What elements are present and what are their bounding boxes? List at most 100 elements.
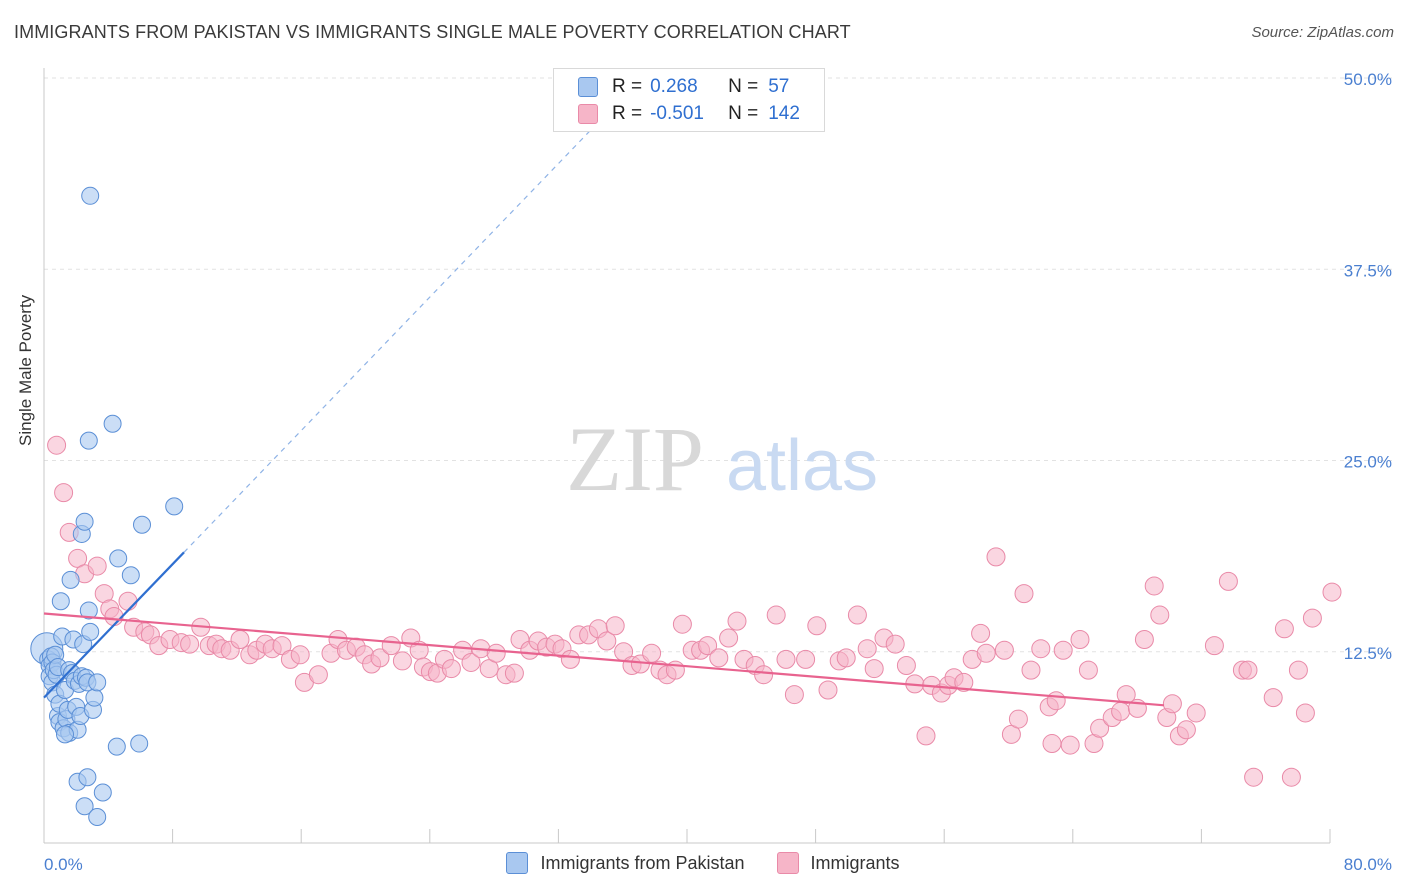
data-point-immigrants [1090, 718, 1110, 738]
legend-swatch-pakistan [506, 852, 529, 874]
data-point-immigrants [766, 605, 786, 625]
data-point-immigrants [1078, 660, 1098, 680]
data-point-immigrants [1295, 703, 1315, 723]
data-point-pakistan [75, 512, 94, 531]
data-point-immigrants [504, 663, 524, 683]
legend-r-label: R = [612, 76, 643, 97]
series-legend: Immigrants from Pakistan Immigrants [0, 852, 1406, 874]
data-point-immigrants [796, 649, 816, 669]
legend-swatch-immigrants [578, 104, 598, 124]
data-point-immigrants [1204, 636, 1224, 656]
data-point-immigrants [971, 623, 991, 643]
data-point-immigrants [1060, 735, 1080, 755]
data-point-immigrants [1111, 701, 1131, 721]
data-point-immigrants [1274, 619, 1294, 639]
data-point-pakistan [88, 807, 107, 826]
data-point-immigrants [230, 630, 250, 650]
data-point-immigrants [1053, 640, 1073, 660]
pakistan-points [30, 186, 184, 826]
trend-line-pakistan-extended [183, 115, 605, 553]
data-point-immigrants [784, 685, 804, 705]
data-point-pakistan [121, 566, 140, 585]
legend-label-immigrants: Immigrants [810, 852, 900, 873]
data-point-immigrants [916, 726, 936, 746]
data-point-immigrants [441, 659, 461, 679]
data-point-immigrants [986, 547, 1006, 567]
data-point-pakistan [88, 673, 107, 692]
data-point-immigrants [776, 649, 796, 669]
x-tick-label: 0.0% [44, 855, 83, 874]
legend-swatch-immigrants [776, 852, 799, 874]
tick-labels: 12.5% 25.0% 37.5% 50.0% 0.0% 80.0% [44, 70, 1392, 874]
data-point-immigrants [272, 636, 292, 656]
data-point-pakistan [133, 515, 151, 534]
watermark-atlas: atlas [726, 426, 878, 506]
trend-lines [43, 115, 1165, 707]
source-label: Source: ZipAtlas.com [1251, 24, 1394, 41]
legend-item-immigrants[interactable]: Immigrants [776, 852, 900, 874]
data-point-pakistan [85, 688, 104, 707]
data-point-pakistan [81, 622, 100, 641]
data-point-pakistan [93, 783, 112, 802]
data-point-immigrants [719, 628, 739, 648]
data-point-immigrants [807, 616, 827, 636]
data-point-immigrants [896, 656, 916, 676]
data-point-immigrants [104, 607, 124, 627]
y-tick-label: 25.0% [1344, 453, 1392, 472]
legend-n-value: 142 [768, 103, 800, 124]
legend-row-pakistan: R = 0.268 N = 57 [578, 75, 789, 99]
data-point-immigrants [1244, 767, 1264, 787]
data-point-immigrants [1031, 639, 1051, 659]
data-point-immigrants [976, 643, 996, 663]
data-point-immigrants [994, 640, 1014, 660]
y-tick-label: 12.5% [1344, 644, 1392, 663]
data-point-immigrants [486, 643, 506, 663]
data-point-immigrants [54, 483, 74, 503]
data-point-immigrants [709, 648, 729, 668]
data-point-immigrants [672, 614, 692, 634]
data-point-immigrants [118, 591, 138, 611]
data-point-immigrants [1116, 685, 1136, 705]
data-point-immigrants [1218, 571, 1238, 591]
data-point-immigrants [605, 616, 625, 636]
data-point-pakistan [79, 431, 98, 450]
correlation-legend: R = 0.268 N = 57 R = -0.501 N = 142 [553, 68, 825, 132]
data-point-immigrants [461, 652, 481, 672]
data-point-immigrants [308, 665, 328, 685]
grid-lines [44, 77, 1392, 653]
data-point-immigrants [836, 648, 856, 668]
legend-swatch-pakistan [578, 77, 598, 97]
trend-line-immigrants [43, 612, 1165, 707]
data-point-immigrants [1021, 660, 1041, 680]
legend-item-pakistan[interactable]: Immigrants from Pakistan [506, 852, 745, 874]
watermark-zip: ZIP [566, 408, 704, 510]
data-point-immigrants [727, 611, 747, 631]
legend-r-value: 0.268 [650, 76, 698, 97]
data-point-pakistan [103, 414, 122, 433]
legend-r-label: R = [612, 103, 643, 124]
y-tick-label: 50.0% [1344, 70, 1392, 89]
data-point-immigrants [1302, 608, 1322, 628]
trend-line-pakistan [43, 551, 185, 699]
legend-r-value: -0.501 [650, 103, 704, 124]
data-point-pakistan [61, 570, 80, 589]
data-point-immigrants [954, 672, 974, 692]
data-point-immigrants [1014, 584, 1034, 604]
data-point-pakistan [130, 734, 149, 753]
y-axis-label: Single Male Poverty [16, 294, 35, 446]
data-point-pakistan [78, 768, 97, 787]
data-point-immigrants [1008, 709, 1028, 729]
data-point-immigrants [1070, 630, 1090, 650]
data-point-immigrants [180, 634, 200, 654]
data-point-pakistan [165, 497, 184, 516]
data-point-pakistan [109, 549, 128, 568]
data-point-pakistan [79, 601, 98, 620]
data-point-immigrants [392, 651, 412, 671]
data-point-immigrants [560, 649, 580, 669]
data-point-immigrants [1134, 630, 1154, 650]
data-point-immigrants [885, 634, 905, 654]
data-point-immigrants [754, 665, 774, 685]
data-point-immigrants [847, 605, 867, 625]
immigrants-points [47, 435, 1342, 787]
